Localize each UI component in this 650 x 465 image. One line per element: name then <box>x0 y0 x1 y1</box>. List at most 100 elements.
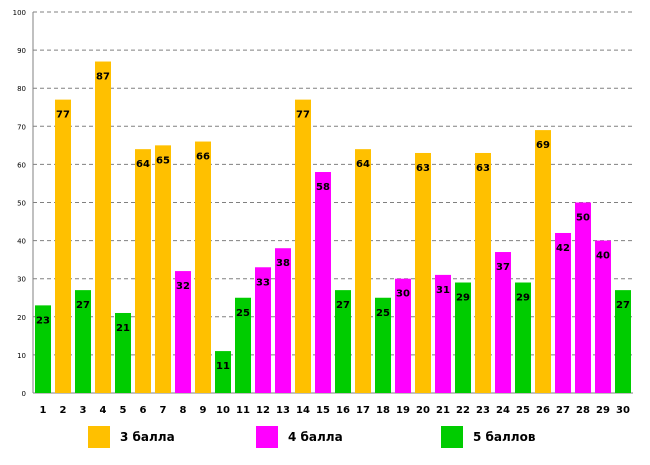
x-tick-label: 20 <box>416 405 430 416</box>
bar <box>195 141 211 393</box>
bar <box>35 305 51 393</box>
x-tick-label: 19 <box>396 405 410 416</box>
data-label: 87 <box>96 72 110 83</box>
bar <box>255 267 271 393</box>
data-label: 69 <box>536 140 550 151</box>
legend-swatch-4-balla <box>256 426 278 448</box>
bar <box>235 297 251 393</box>
bar <box>275 248 291 393</box>
data-label: 25 <box>376 308 390 319</box>
data-label: 63 <box>416 163 430 174</box>
bar <box>55 99 71 393</box>
bar <box>595 240 611 393</box>
data-label: 21 <box>116 323 130 334</box>
data-label: 25 <box>236 308 250 319</box>
x-tick-label: 10 <box>216 405 230 416</box>
bar <box>175 271 191 393</box>
x-tick-label: 13 <box>276 405 290 416</box>
x-tick-label: 7 <box>160 405 167 416</box>
legend-item-4-balla: 4 балла <box>256 426 343 448</box>
bar <box>435 274 451 393</box>
bar <box>395 278 411 393</box>
data-label: 66 <box>196 152 210 163</box>
x-tick-label: 4 <box>100 405 107 416</box>
bar <box>215 351 231 393</box>
y-tick-label: 80 <box>17 85 26 93</box>
data-label: 65 <box>156 155 170 166</box>
data-label: 58 <box>316 182 330 193</box>
bar <box>75 290 91 393</box>
data-label: 11 <box>216 361 230 372</box>
data-label: 77 <box>296 110 310 121</box>
y-tick-label: 20 <box>17 314 26 322</box>
data-label: 64 <box>136 159 150 170</box>
data-label: 64 <box>356 159 370 170</box>
x-tick-label: 1 <box>40 405 47 416</box>
bar <box>575 202 591 393</box>
x-tick-label: 24 <box>496 405 510 416</box>
bar <box>155 145 171 393</box>
data-label: 33 <box>256 277 270 288</box>
bar <box>115 312 131 393</box>
y-tick-label: 0 <box>22 390 26 398</box>
x-tick-label: 22 <box>456 405 470 416</box>
data-label: 50 <box>576 213 590 224</box>
bar <box>475 152 491 393</box>
bar <box>135 149 151 393</box>
data-label: 32 <box>176 281 190 292</box>
legend-swatch-5-ballov <box>441 426 463 448</box>
x-tick-label: 14 <box>296 405 310 416</box>
legend-label-5-ballov: 5 баллов <box>473 430 536 444</box>
y-tick-label: 90 <box>17 47 26 55</box>
bar <box>415 152 431 393</box>
data-label: 31 <box>436 285 450 296</box>
data-label: 23 <box>36 315 50 326</box>
data-label: 27 <box>336 300 350 311</box>
x-tick-label: 2 <box>60 405 67 416</box>
y-tick-label: 30 <box>17 276 26 284</box>
x-tick-label: 25 <box>516 405 530 416</box>
bar <box>355 149 371 393</box>
x-tick-label: 30 <box>616 405 630 416</box>
data-label: 38 <box>276 258 290 269</box>
x-tick-label: 28 <box>576 405 590 416</box>
x-tick-label: 18 <box>376 405 390 416</box>
legend-swatch-3-balla <box>88 426 110 448</box>
x-tick-label: 12 <box>256 405 270 416</box>
x-tick-label: 23 <box>476 405 490 416</box>
bar <box>315 172 331 393</box>
data-label: 42 <box>556 243 570 254</box>
data-label: 63 <box>476 163 490 174</box>
bar <box>555 232 571 393</box>
data-label: 77 <box>56 110 70 121</box>
bar <box>455 282 471 393</box>
bar <box>95 61 111 393</box>
x-tick-label: 29 <box>596 405 610 416</box>
data-label: 27 <box>76 300 90 311</box>
bar <box>295 99 311 393</box>
x-tick-label: 6 <box>140 405 147 416</box>
x-tick-label: 3 <box>80 405 87 416</box>
x-tick-label: 9 <box>200 405 207 416</box>
bar <box>335 290 351 393</box>
x-tick-label: 5 <box>120 405 127 416</box>
bar <box>535 130 551 394</box>
y-tick-label: 10 <box>17 352 26 360</box>
legend-item-3-balla: 3 балла <box>88 426 175 448</box>
x-tick-label: 11 <box>236 405 250 416</box>
x-tick-label: 21 <box>436 405 450 416</box>
data-label: 30 <box>396 289 410 300</box>
bar <box>375 297 391 393</box>
legend-label-3-balla: 3 балла <box>120 430 175 444</box>
data-label: 40 <box>596 251 610 262</box>
data-label: 27 <box>616 300 630 311</box>
y-tick-label: 60 <box>17 161 26 169</box>
legend-label-4-balla: 4 балла <box>288 430 343 444</box>
bar <box>615 290 631 393</box>
bar <box>515 282 531 393</box>
x-tick-label: 16 <box>336 405 350 416</box>
y-tick-label: 70 <box>17 123 26 131</box>
bar <box>495 252 511 393</box>
data-label: 37 <box>496 262 510 273</box>
